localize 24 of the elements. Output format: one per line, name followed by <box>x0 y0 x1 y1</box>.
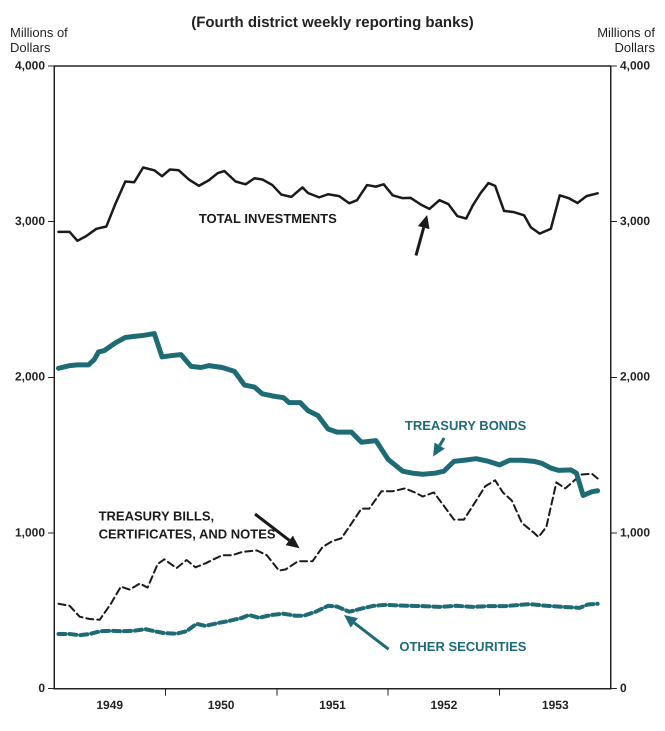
x-tick-label: 1952 <box>430 698 458 712</box>
y2-axis-title: Millions of Dollars <box>597 25 656 55</box>
y-tick-label: 3,000 <box>15 214 46 228</box>
x-tick-label: 1949 <box>96 698 124 712</box>
y-axis-title: Millions of Dollars <box>10 25 68 55</box>
y-tick-label: 1,000 <box>15 525 46 540</box>
y-tick-label: 2,000 <box>15 370 46 384</box>
line-series <box>56 602 600 638</box>
chart-title: (Fourth district weekly reporting banks) <box>191 14 474 32</box>
y2-tick-label: 2,000 <box>620 370 650 384</box>
y2-tick-label: 4,000 <box>620 58 650 72</box>
text: OTHER SECURITIES <box>399 639 527 654</box>
y-tick-label: 0 <box>38 680 46 695</box>
y2-tick-label: 1,000 <box>620 525 650 540</box>
x-tick-label: 1953 <box>542 698 569 712</box>
x-tick-label: 1951 <box>319 698 346 712</box>
y-tick-label: 4,000 <box>15 58 46 72</box>
series-label: TOTAL INVESTMENTS <box>198 211 338 226</box>
y2-tick-label: 3,000 <box>620 214 650 228</box>
x-tick-label: 1950 <box>208 698 235 712</box>
line-series <box>57 472 599 621</box>
series-label: TREASURY BILLS, CERTIFICATES, AND NOTES <box>98 508 276 542</box>
text: TREASURY BONDS <box>404 418 527 434</box>
y2-tick-label: 0 <box>620 680 627 695</box>
